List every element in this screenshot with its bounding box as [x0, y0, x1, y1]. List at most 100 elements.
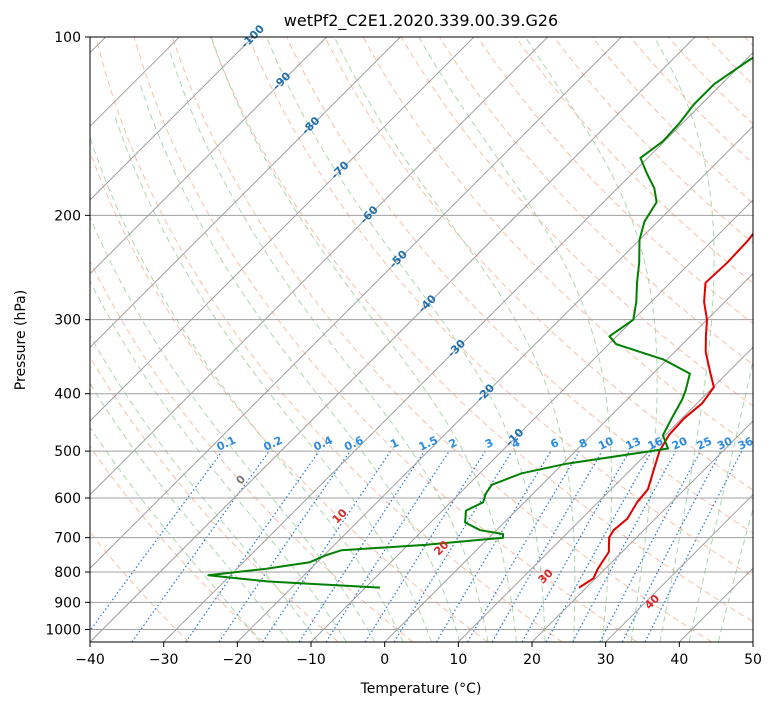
x-tick-label: 40: [670, 652, 688, 668]
x-tick-label: −40: [75, 652, 105, 668]
x-tick-label: −20: [223, 652, 253, 668]
x-tick-label: 20: [523, 652, 541, 668]
mixing-ratio-line: [185, 450, 320, 642]
moist-adiabat: [90, 135, 404, 642]
mixing-ratio-label: 8: [577, 436, 589, 451]
isotherm: [90, 37, 328, 275]
moist-adiabat: [90, 426, 261, 642]
isotherm: [90, 37, 401, 349]
mixing-ratio-line: [298, 450, 425, 642]
y-tick-label: 900: [54, 595, 81, 611]
mixing-ratio-line: [90, 450, 223, 632]
mixing-ratio-label: 30: [715, 434, 735, 452]
isotherm: [90, 37, 696, 642]
isotherm: [457, 346, 753, 642]
moist-adiabat: [266, 37, 546, 642]
mixing-ratio-line: [435, 450, 552, 642]
dry-adiabat: [744, 37, 753, 47]
axes: −40 −30 −20 −10 0 10 20 30 40 5010020030040050060…: [45, 30, 762, 668]
x-tick-label: 10: [449, 652, 467, 668]
mixing-ratio-line: [545, 450, 653, 642]
mixing-ratio-line: [131, 450, 270, 642]
x-tick-label: 30: [597, 652, 615, 668]
line-labels: -100-90-80-70-60-50-40-30-20-10010203040…: [215, 22, 756, 612]
y-tick-label: 800: [54, 565, 81, 581]
moist-adiabat: [90, 334, 319, 642]
mixing-ratio-label: 6: [548, 436, 561, 451]
dewpoint-line: [207, 56, 753, 589]
mixing-ratio-line: [262, 450, 392, 642]
dry-adiabat: [95, 37, 563, 642]
isotherm: [90, 37, 254, 201]
moist-adiabat: [90, 382, 290, 642]
moist-adiabat: [168, 49, 489, 642]
x-axis-title: Temperature (°C): [360, 681, 482, 697]
temperature-line: [578, 232, 753, 589]
isotherm: [678, 567, 753, 642]
dry-adiabat-label: 20: [431, 538, 451, 558]
x-tick-label: 50: [744, 652, 762, 668]
x-tick-label: −30: [149, 652, 179, 668]
y-tick-label: 300: [54, 313, 81, 329]
mixing-ratio-label: 25: [695, 435, 714, 453]
mixing-ratio-label: 16: [646, 434, 666, 452]
dry-adiabat: [210, 37, 753, 623]
y-tick-label: 600: [54, 491, 81, 507]
background-lines: [90, 37, 753, 642]
dry-adiabat: [668, 37, 753, 125]
moist-adiabat: [653, 37, 715, 642]
chart-title: wetPf2_C2E1.2020.339.00.39.G26: [284, 11, 558, 31]
dry-adiabat: [286, 37, 753, 534]
dry-adiabat: [324, 37, 753, 491]
dry-adiabat: [90, 150, 488, 642]
dry-adiabat: [171, 37, 712, 642]
y-tick-label: 700: [54, 531, 81, 547]
x-tick-label: 0: [380, 652, 389, 668]
dry-adiabat: [90, 445, 264, 642]
isotherm: [90, 37, 549, 496]
x-tick-label: −10: [296, 652, 326, 668]
mixing-ratio-label: 13: [624, 435, 643, 453]
moist-adiabat: [90, 215, 376, 642]
isotherm: [90, 37, 622, 570]
y-tick-label: 1000: [45, 622, 81, 638]
isotherm-label: -80: [299, 114, 322, 137]
mixing-ratio-line: [521, 450, 631, 642]
isotherm: [163, 51, 753, 642]
mixing-ratio-label: 10: [596, 434, 616, 452]
dry-adiabat-label: 0: [234, 472, 249, 487]
mixing-ratio-label: 3: [483, 436, 495, 451]
isotherm: [605, 493, 753, 642]
dry-adiabat: [591, 37, 753, 204]
moist-adiabat: [688, 358, 753, 642]
dry-adiabat: [248, 37, 753, 578]
moist-adiabat: [113, 114, 432, 642]
dry-adiabat: [90, 356, 339, 642]
mixing-ratio-line: [572, 450, 677, 642]
y-axis-title: Pressure (hPa): [13, 290, 29, 390]
isotherm: [384, 272, 753, 642]
dry-adiabat: [477, 37, 753, 325]
data-lines: [207, 56, 753, 589]
mixing-ratio-line: [218, 450, 351, 642]
y-tick-label: 100: [54, 30, 81, 46]
mixing-ratio-label: 20: [670, 434, 690, 452]
y-tick-label: 400: [54, 387, 81, 403]
dry-adiabat: [515, 37, 753, 284]
moist-adiabat: [210, 37, 517, 642]
moist-adiabat: [418, 37, 613, 642]
isotherm: [752, 641, 753, 642]
plot-frame: [89, 36, 754, 643]
isotherm: [236, 125, 753, 642]
moist-adiabat: [139, 83, 461, 642]
moist-adiabat: [333, 37, 576, 642]
mixing-ratio-line: [644, 450, 743, 642]
isotherm: [90, 37, 475, 422]
mixing-ratio-label: 36: [736, 434, 756, 452]
moist-adiabat: [524, 37, 658, 642]
mixing-ratio-label: 2: [447, 436, 459, 451]
dry-adiabat: [133, 37, 638, 642]
moist-adiabat: [90, 279, 347, 642]
mixing-ratio-line: [325, 450, 450, 642]
